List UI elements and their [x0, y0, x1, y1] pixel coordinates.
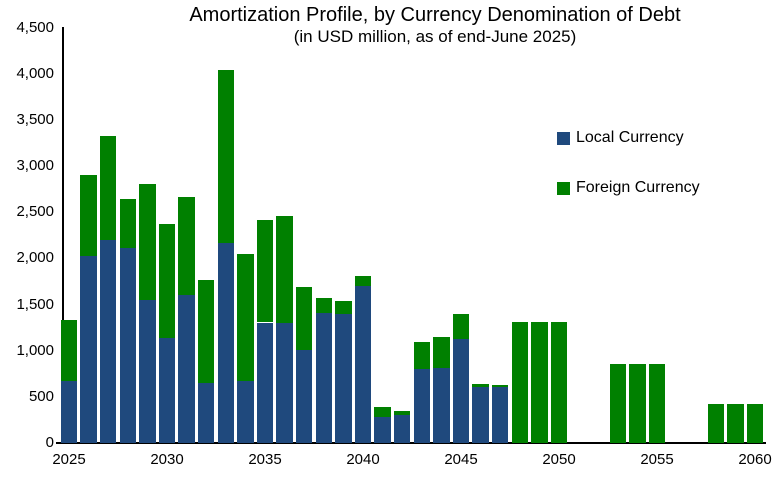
legend-label-foreign-currency: Foreign Currency — [576, 179, 700, 196]
bar-2036-foreign — [276, 215, 293, 323]
y-axis-label-2000: 2,000 — [16, 249, 54, 267]
bar-2055-foreign — [648, 363, 666, 443]
x-axis-label-2055: 2055 — [640, 451, 674, 468]
x-axis-label-2030: 2030 — [150, 451, 184, 468]
chart-title: Amortization Profile, by Currency Denomi… — [189, 4, 681, 26]
y-axis-label-3500: 3,500 — [16, 110, 54, 128]
bar-2059-foreign — [727, 404, 744, 443]
y-axis-label-4000: 4,000 — [16, 64, 54, 82]
bar-2040-local — [354, 286, 372, 443]
y-axis-label-0: 0 — [45, 434, 54, 451]
chart-subtitle: (in USD million, as of end-June 2025) — [293, 27, 577, 46]
bar-2040-foreign — [354, 275, 372, 287]
bar-2030-foreign — [158, 223, 176, 338]
bar-2060-foreign — [746, 404, 764, 443]
y-axis-label-2500: 2,500 — [16, 203, 54, 221]
bar-2050-foreign — [550, 322, 568, 443]
y-axis-label-500: 500 — [28, 387, 54, 405]
bar-2038-local — [315, 312, 333, 443]
bar-2047-foreign — [491, 384, 509, 388]
bar-2045-local — [452, 338, 470, 443]
x-axis-label-2025: 2025 — [52, 451, 86, 468]
local-currency-swatch — [557, 131, 570, 145]
x-axis-label-2050: 2050 — [542, 451, 576, 468]
bar-2039-local — [335, 313, 352, 443]
bar-2043-foreign — [413, 341, 431, 369]
x-axis-line — [62, 442, 766, 444]
bar-2043-local — [413, 368, 431, 443]
bar-2027-foreign — [99, 135, 117, 240]
bar-2025-local — [60, 381, 78, 443]
bar-2036-local — [276, 322, 293, 443]
bar-2033-local — [217, 243, 235, 443]
bar-2042-local — [393, 415, 411, 443]
bar-2033-foreign — [217, 69, 235, 244]
x-axis-label-2040: 2040 — [346, 451, 380, 468]
bar-2053-foreign — [609, 363, 627, 443]
bar-2039-foreign — [335, 301, 352, 314]
x-axis-label-2045: 2045 — [444, 451, 478, 468]
x-axis-label-2060: 2060 — [738, 451, 772, 468]
bar-2030-local — [158, 337, 176, 443]
bar-2031-local — [178, 294, 195, 443]
bar-2029-local — [139, 300, 156, 443]
bar-2044-local — [433, 368, 450, 443]
bar-2048-foreign — [511, 322, 529, 443]
y-axis-label-3000: 3,000 — [16, 157, 54, 174]
bar-2042-foreign — [393, 410, 411, 416]
bar-2044-foreign — [433, 336, 450, 369]
bar-2026-foreign — [80, 175, 97, 256]
bar-2049-foreign — [531, 322, 548, 443]
bar-2037-local — [295, 350, 313, 443]
bar-2035-foreign — [256, 219, 274, 323]
bar-2041-local — [374, 416, 391, 443]
legend-item-local-currency: Local Currency — [557, 129, 700, 146]
bar-2032-foreign — [197, 279, 215, 383]
bar-2027-local — [99, 239, 117, 443]
bar-2029-foreign — [139, 183, 156, 301]
bar-2032-local — [197, 382, 215, 443]
y-axis-label-4500: 4,500 — [16, 18, 54, 36]
y-axis-zero-tick — [56, 442, 62, 444]
bar-2041-foreign — [374, 407, 391, 417]
y-axis-line — [62, 27, 64, 444]
bar-2054-foreign — [629, 363, 646, 443]
bar-2046-foreign — [472, 384, 489, 387]
bar-2028-foreign — [119, 199, 137, 249]
y-axis-label-1000: 1,000 — [16, 341, 54, 359]
bar-2025-foreign — [60, 320, 78, 382]
bar-2037-foreign — [295, 287, 313, 351]
legend: Local Currency Foreign Currency — [557, 129, 700, 231]
bar-2026-local — [80, 256, 97, 443]
bar-2034-local — [237, 381, 254, 443]
bar-2038-foreign — [315, 298, 333, 313]
legend-label-local-currency: Local Currency — [576, 129, 684, 146]
bar-2035-local — [256, 322, 274, 443]
bar-2031-foreign — [178, 196, 195, 295]
bar-2047-local — [491, 387, 509, 443]
bar-2045-foreign — [452, 313, 470, 339]
bar-2058-foreign — [707, 404, 725, 443]
bar-2034-foreign — [237, 254, 254, 382]
bar-2046-local — [472, 386, 489, 443]
legend-item-foreign-currency: Foreign Currency — [557, 179, 700, 196]
x-axis-label-2035: 2035 — [248, 451, 282, 468]
foreign-currency-swatch — [557, 181, 570, 195]
y-axis-label-1500: 1,500 — [16, 295, 54, 313]
bar-2028-local — [119, 248, 137, 443]
